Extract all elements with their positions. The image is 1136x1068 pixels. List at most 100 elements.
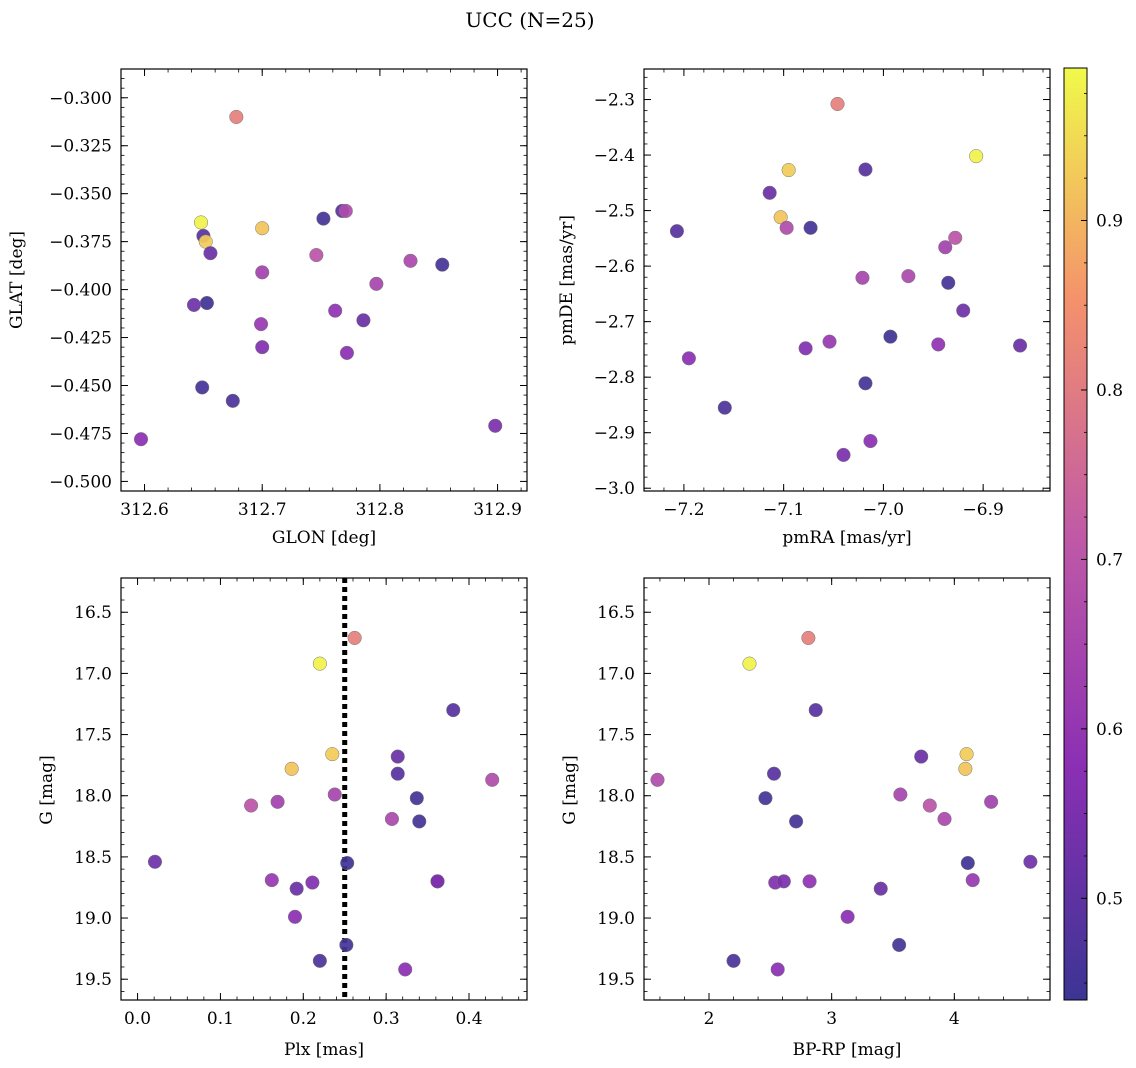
- data-point: [284, 761, 299, 776]
- data-point: [948, 230, 963, 245]
- y-tick-label: 17.5: [74, 726, 112, 746]
- y-tick-label: −2.7: [594, 313, 635, 333]
- data-point: [347, 630, 362, 645]
- x-tick-label: −7.0: [863, 500, 904, 520]
- data-point: [781, 163, 796, 178]
- y-tick-label: −2.3: [594, 91, 635, 111]
- y-tick-label: −0.500: [49, 472, 112, 492]
- colorbar-gradient: [1063, 67, 1088, 1001]
- axes-frame: [120, 577, 528, 1001]
- y-tick-label: 18.5: [597, 848, 635, 868]
- data-point: [801, 630, 816, 645]
- colorbar-tick-label: 0.7: [1096, 550, 1123, 570]
- data-point: [726, 953, 741, 968]
- data-point: [312, 953, 327, 968]
- x-tick-label: 312.9: [473, 500, 522, 520]
- data-point: [883, 329, 898, 344]
- colorbar-tick-label: 0.8: [1096, 381, 1123, 401]
- data-point: [309, 248, 324, 263]
- x-tick-label: 0.0: [124, 1009, 151, 1029]
- data-point: [798, 341, 813, 356]
- y-tick-label: −2.4: [594, 146, 635, 166]
- colorbar-tick-label: 0.9: [1096, 212, 1123, 232]
- data-point: [931, 337, 946, 352]
- data-point: [681, 351, 696, 366]
- data-point: [893, 787, 908, 802]
- y-tick-label: 16.5: [597, 603, 635, 623]
- data-point: [340, 855, 355, 871]
- y-tick-label: −0.450: [49, 377, 112, 397]
- data-point: [776, 874, 791, 889]
- data-point: [287, 909, 303, 924]
- figure-title: UCC (N=25): [465, 8, 594, 32]
- data-point: [938, 240, 953, 255]
- x-tick-label: −6.9: [963, 500, 1004, 520]
- data-point: [958, 761, 973, 776]
- panel-glon-glat-ylabel: GLAT [deg]: [7, 231, 27, 329]
- y-tick-label: −0.425: [49, 329, 112, 349]
- data-point: [742, 656, 757, 671]
- y-tick-label: 17.0: [597, 664, 635, 684]
- y-tick-label: −2.9: [594, 424, 635, 444]
- panel-glon-glat: GLON [deg] GLAT [deg] 312.6 312.7 312.8 312…: [7, 68, 528, 548]
- y-tick-label: −0.475: [49, 424, 112, 444]
- y-tick-label: 19.0: [597, 909, 635, 929]
- data-point: [822, 334, 837, 349]
- y-tick-label: 19.5: [597, 970, 635, 990]
- data-point: [941, 275, 956, 290]
- data-point: [147, 854, 163, 869]
- data-point: [802, 874, 817, 889]
- axes-frame: [643, 577, 1051, 1001]
- data-point: [255, 340, 270, 355]
- data-point: [133, 432, 149, 447]
- x-tick-label: 4: [949, 1009, 960, 1029]
- data-point: [959, 747, 974, 762]
- data-point: [669, 224, 684, 239]
- panel-bprp-g: BP-RP [mag] G [mag] 2 3 4 16.5 17.0 17.5 18.0 1…: [560, 577, 1051, 1060]
- panel-plx-g-xlabel: Plx [mas]: [284, 1040, 364, 1060]
- data-point: [969, 149, 984, 164]
- data-point: [229, 109, 244, 125]
- data-point: [369, 276, 384, 291]
- data-point: [488, 418, 503, 433]
- data-point: [225, 393, 240, 408]
- data-point: [312, 656, 327, 671]
- panel-bprp-g-ylabel: G [mag]: [560, 755, 580, 824]
- data-point: [984, 794, 999, 809]
- data-point: [965, 873, 980, 888]
- panel-plx-g-ylabel: G [mag]: [37, 755, 57, 824]
- data-point: [195, 380, 210, 395]
- data-point: [789, 814, 804, 829]
- data-point: [779, 220, 794, 235]
- data-point: [770, 962, 785, 977]
- data-point: [390, 749, 405, 764]
- data-point: [412, 814, 427, 829]
- data-point: [830, 96, 845, 112]
- data-point: [766, 766, 782, 781]
- x-tick-label: 312.6: [120, 500, 169, 520]
- x-tick-label: 0.1: [207, 1009, 234, 1029]
- data-point: [960, 855, 975, 871]
- data-point: [305, 875, 320, 890]
- data-point: [339, 345, 354, 360]
- data-point: [398, 962, 413, 977]
- data-point: [339, 937, 354, 953]
- y-tick-label: 18.5: [74, 848, 112, 868]
- y-tick-label: 18.0: [597, 787, 635, 807]
- data-point: [244, 798, 259, 813]
- data-point: [403, 253, 418, 268]
- data-point: [384, 811, 399, 827]
- y-tick-label: 19.0: [74, 909, 112, 929]
- axes-frame: [643, 68, 1051, 492]
- data-point: [446, 703, 461, 718]
- data-point: [338, 203, 353, 218]
- data-point: [255, 221, 270, 236]
- data-point: [836, 447, 851, 462]
- x-tick-label: 312.8: [356, 500, 405, 520]
- y-tick-label: 19.5: [74, 970, 112, 990]
- data-point: [922, 798, 937, 813]
- y-tick-label: 18.0: [74, 787, 112, 807]
- data-point: [937, 811, 952, 827]
- panel-bprp-g-xlabel: BP-RP [mag]: [793, 1040, 902, 1060]
